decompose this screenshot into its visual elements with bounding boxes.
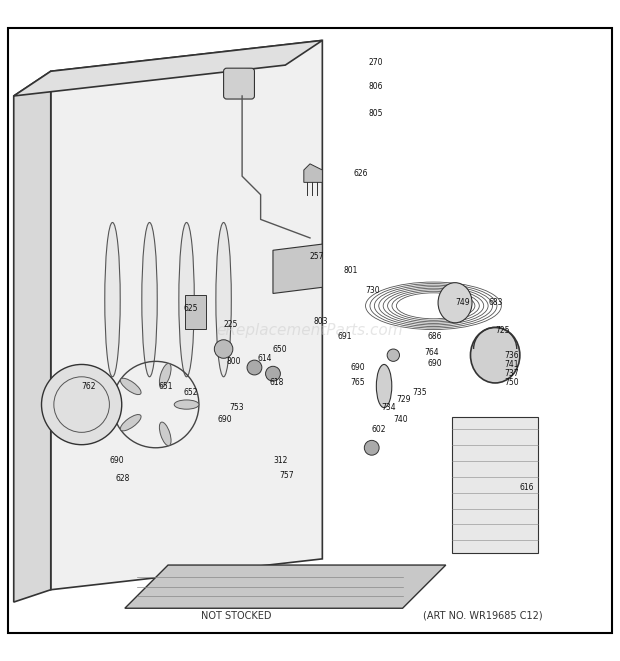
Text: 801: 801 <box>344 266 358 275</box>
Text: 602: 602 <box>372 425 386 434</box>
FancyBboxPatch shape <box>224 68 254 99</box>
Polygon shape <box>304 164 322 182</box>
Text: 312: 312 <box>273 455 287 465</box>
Ellipse shape <box>438 283 472 323</box>
Text: 650: 650 <box>273 344 288 354</box>
Text: 690: 690 <box>109 455 124 465</box>
Circle shape <box>247 360 262 375</box>
Text: eReplacementParts.com: eReplacementParts.com <box>216 323 404 338</box>
Ellipse shape <box>142 223 157 377</box>
Text: 725: 725 <box>495 326 510 335</box>
Text: 750: 750 <box>505 379 519 387</box>
Text: 616: 616 <box>520 483 534 492</box>
Text: 735: 735 <box>412 388 427 397</box>
Ellipse shape <box>471 327 520 383</box>
Text: NOT STOCKED: NOT STOCKED <box>201 611 271 621</box>
Circle shape <box>265 366 280 381</box>
Text: 805: 805 <box>369 109 383 118</box>
Text: 736: 736 <box>505 351 519 360</box>
Text: 625: 625 <box>184 305 198 313</box>
Text: 690: 690 <box>350 363 365 372</box>
Ellipse shape <box>216 223 231 377</box>
Text: 800: 800 <box>227 357 241 366</box>
Ellipse shape <box>159 364 171 387</box>
Text: 730: 730 <box>366 286 380 295</box>
Ellipse shape <box>105 223 120 377</box>
Polygon shape <box>14 40 322 96</box>
Text: 741: 741 <box>505 360 519 369</box>
Ellipse shape <box>174 400 199 409</box>
Text: 729: 729 <box>396 395 411 404</box>
Text: 764: 764 <box>424 348 439 356</box>
Text: 257: 257 <box>310 252 324 261</box>
Text: 614: 614 <box>257 354 272 363</box>
Text: 803: 803 <box>313 317 327 326</box>
Text: 691: 691 <box>338 332 352 341</box>
Text: 737: 737 <box>505 369 519 378</box>
Text: 690: 690 <box>218 416 232 424</box>
Text: 651: 651 <box>159 381 173 391</box>
Circle shape <box>387 349 399 362</box>
Ellipse shape <box>120 378 141 395</box>
Text: 690: 690 <box>427 359 442 368</box>
Text: 683: 683 <box>489 298 503 307</box>
Ellipse shape <box>159 422 171 446</box>
Text: 753: 753 <box>230 403 244 412</box>
Polygon shape <box>273 244 322 293</box>
Circle shape <box>365 440 379 455</box>
Text: 628: 628 <box>115 474 130 483</box>
Text: 765: 765 <box>350 379 365 387</box>
Text: 740: 740 <box>393 416 408 424</box>
Text: 806: 806 <box>369 82 383 91</box>
Text: 626: 626 <box>353 169 368 178</box>
Polygon shape <box>51 40 322 590</box>
Ellipse shape <box>179 223 194 377</box>
Circle shape <box>215 340 233 358</box>
FancyBboxPatch shape <box>185 295 206 329</box>
Circle shape <box>42 364 122 445</box>
Polygon shape <box>125 565 446 608</box>
Polygon shape <box>452 417 538 553</box>
Text: 734: 734 <box>381 403 396 412</box>
Text: 757: 757 <box>279 471 294 480</box>
Text: 652: 652 <box>184 388 198 397</box>
Text: 270: 270 <box>369 58 383 67</box>
Polygon shape <box>14 71 51 602</box>
Text: 225: 225 <box>224 320 238 329</box>
Ellipse shape <box>120 414 141 431</box>
Text: 618: 618 <box>270 379 284 387</box>
Ellipse shape <box>376 364 392 408</box>
Text: 762: 762 <box>82 381 96 391</box>
Text: 686: 686 <box>427 332 442 341</box>
Text: 749: 749 <box>455 298 470 307</box>
Text: (ART NO. WR19685 C12): (ART NO. WR19685 C12) <box>423 611 542 621</box>
